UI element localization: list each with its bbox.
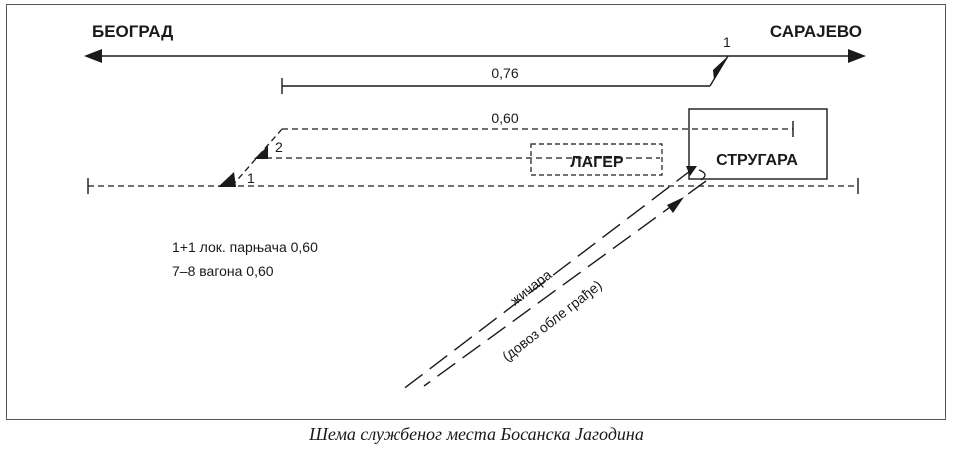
capacity-note-1: 1+1 лок. парњача 0,60 bbox=[172, 239, 318, 255]
cableway-return-icon bbox=[698, 169, 706, 181]
upper-siding-length: 0,76 bbox=[491, 65, 518, 81]
storage-box bbox=[530, 143, 663, 176]
switch-1-number: 1 bbox=[247, 170, 255, 186]
sawmill-label: СТРУГАРА bbox=[716, 152, 798, 169]
figure-caption: Шема службеног места Босанска Јагодина bbox=[309, 424, 644, 444]
sawmill-box bbox=[688, 108, 828, 180]
direction-beograd: БЕОГРАД bbox=[92, 22, 173, 41]
cableway-terminal-icon bbox=[686, 166, 697, 176]
switch-2-number: 2 bbox=[275, 139, 283, 155]
capacity-note-2: 7–8 вагона 0,60 bbox=[172, 263, 274, 279]
dashed-siding-length: 0,60 bbox=[491, 110, 518, 126]
cableway-line-2 bbox=[423, 180, 707, 387]
direction-sarajevo: САРАЈЕВО bbox=[770, 22, 862, 41]
main-switch-number: 1 bbox=[723, 34, 731, 50]
cableway-label: жичара bbox=[507, 266, 555, 308]
dashed-connector-upper bbox=[231, 128, 283, 187]
main-switch-mark-icon bbox=[713, 57, 727, 80]
cableway-direction-arrow-icon bbox=[667, 197, 684, 213]
storage-label: ЛАГЕР bbox=[570, 154, 624, 171]
arrow-left-icon bbox=[84, 49, 102, 63]
arrow-right-icon bbox=[848, 49, 866, 63]
switch-1-mark-icon bbox=[218, 172, 236, 187]
diagram-frame bbox=[6, 4, 946, 420]
switch-2-mark-icon bbox=[254, 146, 268, 159]
